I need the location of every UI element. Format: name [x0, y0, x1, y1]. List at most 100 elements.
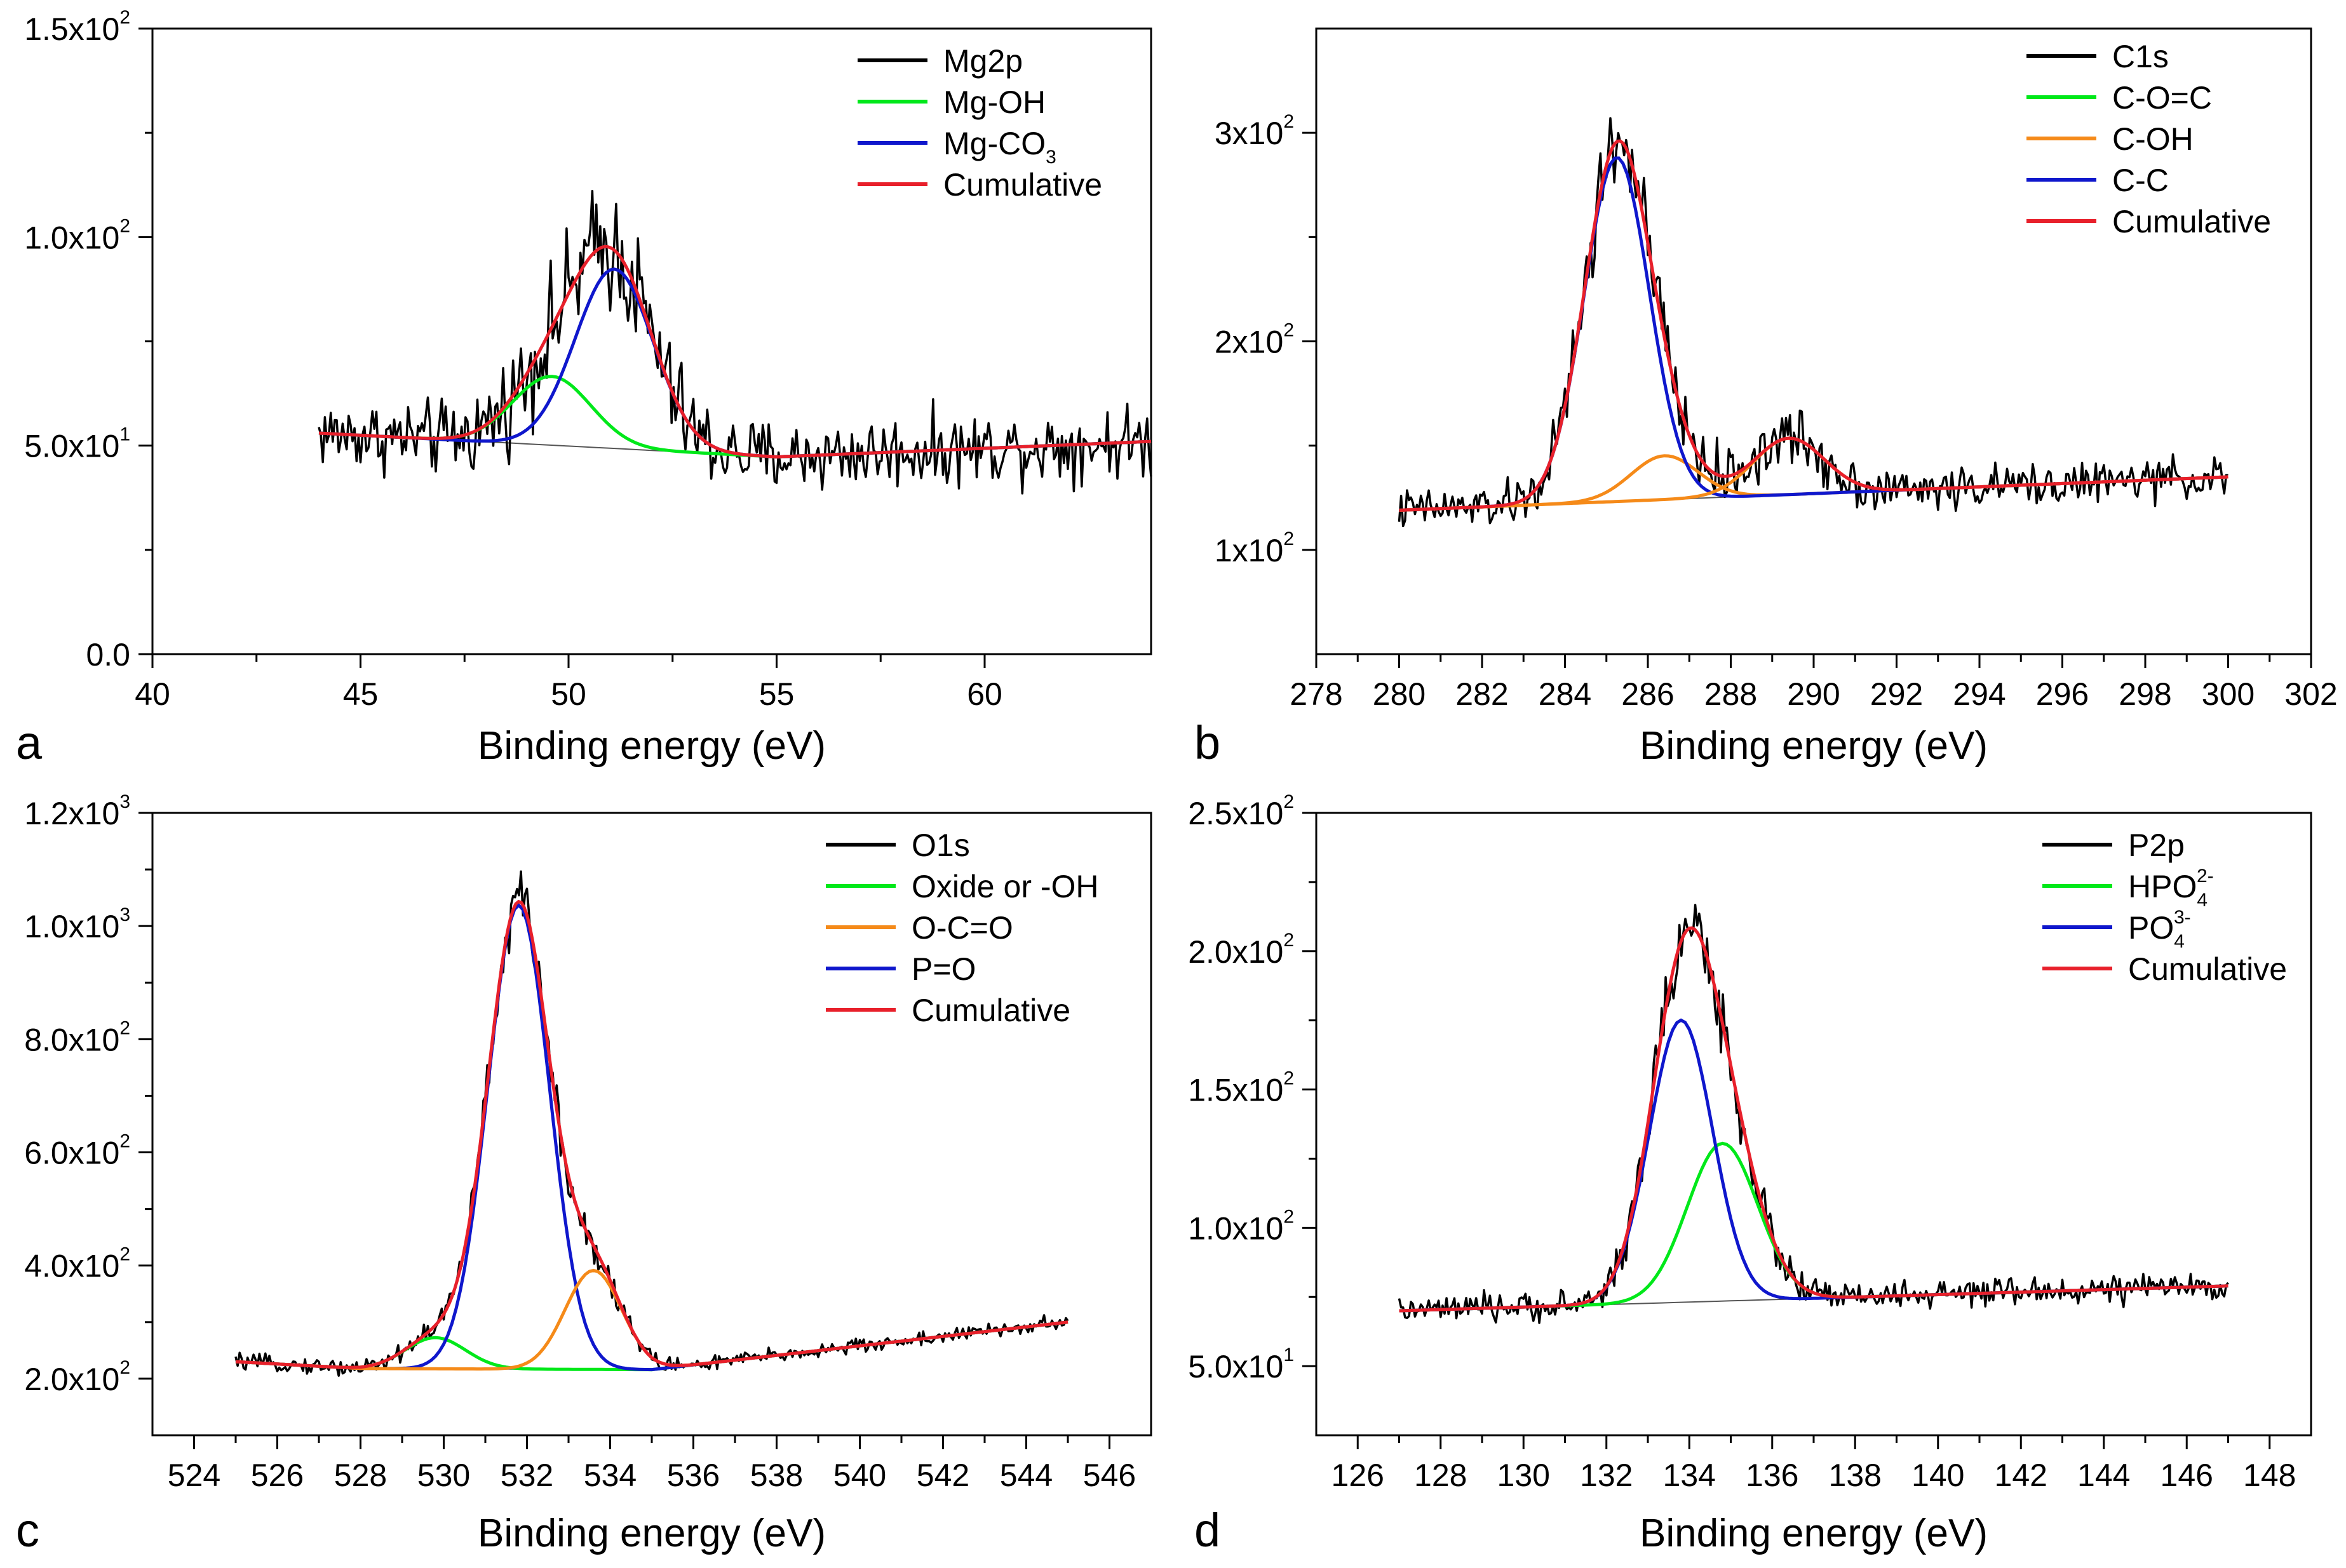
panel-letter: d: [1194, 1504, 1220, 1557]
y-tick-label: 2.5x102: [1188, 791, 1294, 831]
y-tick-label: 1.0x102: [24, 215, 130, 255]
x-tick-label: 542: [917, 1457, 969, 1493]
x-tick-label: 540: [833, 1457, 886, 1493]
y-tick-label: 3x102: [1215, 111, 1294, 151]
x-tick-label: 142: [1995, 1457, 2047, 1493]
cumulative-line: [235, 899, 1069, 1369]
legend-label: P=O: [912, 951, 976, 987]
chart-panel-c: 524 526 528 530 532 534 536 538 540 542 544 546 2.0x…: [16, 791, 1152, 1557]
y-tick-label: 1.5x102: [24, 7, 130, 47]
x-tick-label: 298: [2119, 676, 2171, 712]
y-tick-label: 4.0x102: [24, 1244, 130, 1284]
x-tick-label: 282: [1455, 676, 1508, 712]
x-tick-label: 134: [1663, 1457, 1716, 1493]
panel-letter: b: [1194, 716, 1220, 769]
x-tick-label: 302: [2284, 676, 2337, 712]
x-tick-label: 50: [551, 676, 586, 712]
plot-frame: [1315, 812, 2312, 1437]
legend-label: Mg2p: [943, 43, 1023, 79]
legend-label: Mg-CO3: [943, 126, 1056, 168]
x-tick-label: 45: [343, 676, 379, 712]
y-tick-label: 5.0x101: [1188, 1344, 1294, 1384]
panel-letter: a: [16, 716, 43, 769]
y-tick-label: 6.0x102: [24, 1131, 130, 1171]
x-tick-label: 140: [1911, 1457, 1964, 1493]
x-tick-label: 526: [251, 1457, 304, 1493]
cumulative-line: [1399, 926, 2228, 1313]
y-tick-label: 2.0x102: [1188, 930, 1294, 970]
x-tick-label: 126: [1331, 1457, 1384, 1493]
raw-spectrum-line: [318, 190, 1152, 495]
y-tick-label: 2x102: [1215, 320, 1294, 360]
y-tick-label: 8.0x102: [24, 1017, 130, 1057]
legend-label: O1s: [912, 828, 970, 863]
x-tick-label: 528: [334, 1457, 387, 1493]
cumulative-line: [1399, 139, 2228, 512]
x-tick-label: 132: [1580, 1457, 1633, 1493]
x-axis-title: Binding energy (eV): [1640, 1511, 1988, 1555]
y-tick-label: 2.0x102: [24, 1357, 130, 1397]
component-green-line: [235, 1320, 1069, 1372]
x-tick-label: 294: [1953, 676, 2006, 712]
legend-label: Cumulative: [2112, 204, 2271, 239]
legend-label: P2p: [2128, 828, 2185, 863]
plot-frame: [151, 812, 1152, 1437]
x-tick-label: 144: [2077, 1457, 2130, 1493]
legend-label: PO43-: [2128, 907, 2191, 952]
x-tick-label: 146: [2161, 1457, 2213, 1493]
component-blue-line: [1399, 156, 2228, 512]
legend-label: Oxide or -OH: [912, 869, 1099, 904]
legend-label: Cumulative: [912, 993, 1070, 1028]
x-tick-label: 278: [1290, 676, 1342, 712]
x-axis-title: Binding energy (eV): [478, 1511, 826, 1555]
legend-label: Cumulative: [2128, 951, 2287, 987]
legend-label: C-OH: [2112, 121, 2194, 157]
legend: O1s Oxide or -OH O-C=O P=O Cumulative: [826, 828, 1099, 1028]
y-tick-label: 1x102: [1215, 528, 1294, 568]
x-tick-label: 290: [1787, 676, 1840, 712]
x-tick-label: 536: [667, 1457, 720, 1493]
x-tick-label: 296: [2036, 676, 2089, 712]
x-tick-label: 130: [1497, 1457, 1550, 1493]
x-axis-title: Binding energy (eV): [1640, 724, 1988, 768]
raw-spectrum-line: [1398, 117, 2228, 528]
x-tick-label: 60: [967, 676, 1002, 712]
component-blue-line: [1399, 1018, 2228, 1313]
raw-spectrum-line: [1398, 904, 2229, 1324]
background-line: [235, 1321, 1069, 1370]
x-tick-label: 532: [501, 1457, 553, 1493]
y-tick-label: 0.0: [86, 637, 130, 673]
x-tick-label: 300: [2202, 676, 2255, 712]
legend-label: HPO42-: [2128, 866, 2214, 911]
legend-label: C-C: [2112, 163, 2169, 198]
x-tick-label: 530: [417, 1457, 470, 1493]
x-tick-label: 546: [1083, 1457, 1136, 1493]
x-axis-title: Binding energy (eV): [478, 724, 826, 768]
x-tick-label: 136: [1746, 1457, 1798, 1493]
legend-label: O-C=O: [912, 910, 1013, 946]
x-tick-label: 55: [759, 676, 795, 712]
legend-label: Cumulative: [943, 167, 1102, 203]
x-tick-label: 288: [1704, 676, 1757, 712]
x-tick-label: 138: [1829, 1457, 1882, 1493]
legend-label: C1s: [2112, 39, 2169, 74]
x-tick-label: 284: [1539, 676, 1591, 712]
y-tick-label: 1.0x102: [1188, 1206, 1294, 1246]
x-tick-label: 40: [135, 676, 170, 712]
y-tick-label: 1.0x103: [24, 904, 130, 944]
chart-panel-b: 278 280 282 284 286 288 290 292 294 296 298 300 302 1…: [1194, 27, 2338, 769]
x-tick-label: 534: [584, 1457, 637, 1493]
x-tick-label: 280: [1373, 676, 1426, 712]
chart-panel-a: 40 45 50 55 60 0.0 5.0x101 1.0x102 1.5x102 Bindin…: [16, 7, 1152, 769]
x-tick-label: 538: [750, 1457, 803, 1493]
cumulative-line: [318, 245, 1152, 459]
y-tick-label: 5.0x101: [24, 424, 130, 464]
raw-spectrum-line: [234, 870, 1069, 1377]
legend: C1s C-O=C C-OH C-C Cumulative: [2026, 39, 2271, 239]
legend-label: Mg-OH: [943, 84, 1046, 120]
x-tick-label: 544: [1000, 1457, 1053, 1493]
y-tick-label: 1.5x102: [1188, 1068, 1294, 1108]
